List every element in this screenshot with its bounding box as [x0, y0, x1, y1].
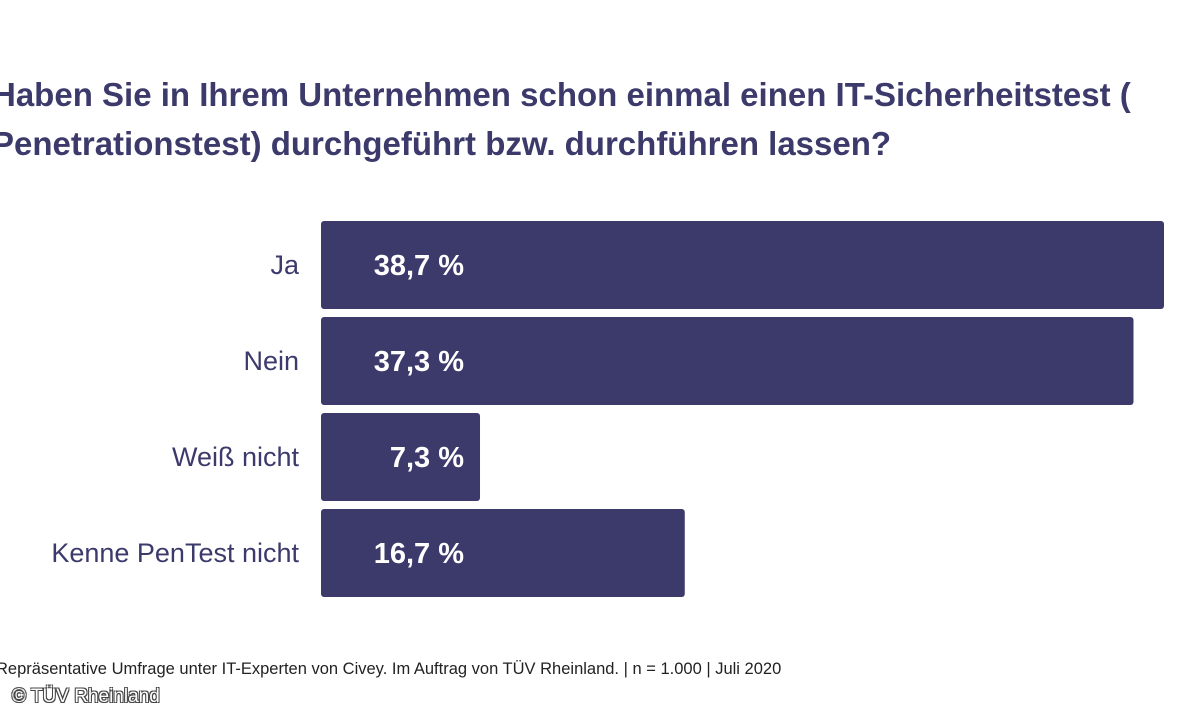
bar-0 — [321, 221, 1164, 309]
value-label-3: 16,7 % — [374, 538, 464, 570]
category-label-1: Nein — [243, 346, 299, 376]
chart-title-line-2: Penetrationstest) durchgeführt bzw. durc… — [0, 125, 892, 162]
value-label-0: 38,7 % — [374, 250, 464, 282]
bar-2 — [321, 413, 481, 501]
chart-title-line-1: Haben Sie in Ihrem Unternehmen schon ein… — [0, 76, 1131, 113]
category-label-0: Ja — [270, 250, 300, 280]
bar-3 — [321, 509, 685, 597]
value-label-1: 37,3 % — [374, 346, 464, 378]
value-label-2: 7,3 % — [390, 442, 464, 474]
bar-1 — [321, 317, 1134, 405]
category-label-3: Kenne PenTest nicht — [51, 538, 299, 568]
footnote: Repräsentative Umfrage unter IT-Experten… — [0, 660, 782, 678]
copyright-watermark: © TÜV Rheinland — [12, 686, 160, 707]
category-label-2: Weiß nicht — [172, 442, 300, 472]
